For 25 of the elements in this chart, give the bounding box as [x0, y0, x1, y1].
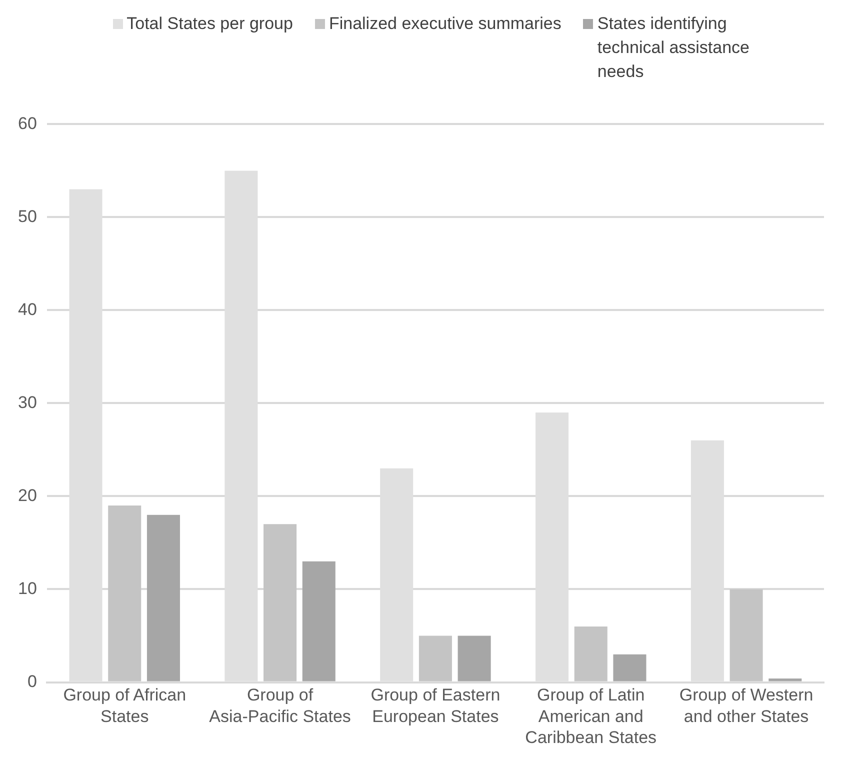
bar	[613, 654, 646, 682]
x-tick-label: Group of Asia-Pacific States	[209, 686, 351, 726]
y-tick-label: 40	[18, 300, 37, 319]
bar	[418, 636, 452, 682]
x-tick-label: Group of African States	[63, 686, 186, 726]
bar	[574, 626, 608, 682]
y-tick-label: 20	[18, 486, 37, 505]
bar	[768, 678, 802, 682]
bar	[302, 561, 336, 682]
y-tick-label: 60	[18, 114, 37, 133]
legend-label: Finalized executive summaries	[328, 13, 562, 35]
y-tick-label: 30	[18, 392, 37, 412]
x-tick-label: Group of Latin American and Caribbean States	[525, 686, 657, 748]
bar	[146, 514, 180, 682]
bar	[108, 506, 142, 682]
x-tick-label: Group of Western and other States	[679, 686, 814, 726]
legend-label: States identifying technical assistance needs	[597, 13, 751, 83]
x-tick-label: Group of Eastern European States	[370, 686, 500, 726]
y-tick-label: 50	[18, 206, 37, 226]
bar	[264, 524, 297, 682]
y-tick-label: 0	[27, 672, 37, 691]
bar	[458, 636, 491, 682]
legend-label: Total States per group	[126, 13, 293, 35]
y-tick-label: 10	[18, 578, 37, 598]
bar	[730, 589, 763, 682]
